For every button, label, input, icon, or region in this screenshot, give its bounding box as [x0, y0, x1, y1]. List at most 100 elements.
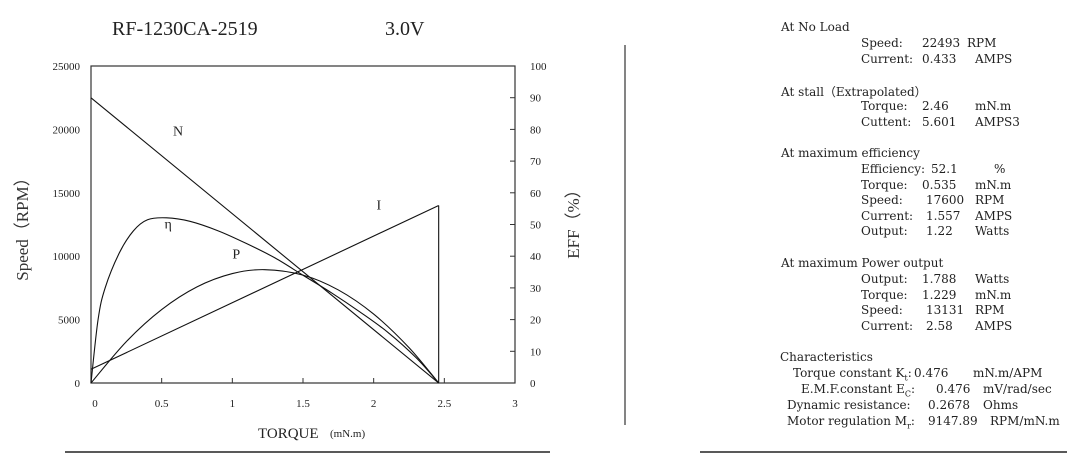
- spec-unit: RPM/mN.m: [990, 414, 1060, 428]
- spec-value: 52.1: [931, 162, 958, 176]
- x-tick-label: 1: [230, 398, 236, 410]
- series-label: I: [376, 198, 381, 213]
- spec-label: Output:: [861, 272, 908, 286]
- spec-value: 0.535: [922, 177, 957, 192]
- spec-label: Torque:: [861, 287, 908, 302]
- spec-unit: %: [994, 162, 1006, 176]
- y-right-axis-label: EFF（%）: [564, 181, 583, 258]
- section-heading: At maximum efficiency: [781, 146, 920, 160]
- y-left-axis-label: Speed（RPM）: [13, 169, 32, 280]
- spec-label: Speed:: [861, 36, 903, 50]
- spec-label: Cuttent:: [861, 114, 912, 129]
- spec-unit: AMPS3: [975, 114, 1020, 129]
- spec-label-subscript: C: [904, 389, 912, 399]
- spec-unit: mN.m: [975, 99, 1012, 113]
- spec-label: Motor regulation Mr:: [787, 414, 915, 430]
- y-right-tick-label: 60: [530, 188, 542, 200]
- y-right-tick-label: 80: [530, 124, 542, 136]
- spec-label: Current:: [861, 208, 914, 223]
- spec-label-subscript: r: [907, 421, 911, 431]
- spec-label-text: E.M.F.constant E: [801, 382, 905, 396]
- series-label: P: [232, 248, 240, 263]
- spec-unit: RPM: [975, 193, 1005, 207]
- y-left-tick-label: 20000: [53, 124, 81, 136]
- section-heading: At stall（Extrapolated）: [781, 85, 927, 99]
- spec-label: Current:: [861, 51, 914, 66]
- spec-unit: Watts: [975, 224, 1010, 238]
- spec-value: 0.2678: [928, 398, 970, 412]
- spec-unit: AMPS: [975, 51, 1013, 66]
- spec-label-text: Torque constant K: [793, 366, 905, 380]
- y-right-tick-label: 0: [530, 378, 536, 390]
- spec-value: 1.788: [922, 272, 957, 286]
- spec-label-colon: :: [907, 366, 912, 380]
- x-tick-label: 2: [371, 398, 377, 410]
- spec-unit: AMPS: [975, 208, 1013, 223]
- y-right-tick-label: 90: [530, 93, 542, 105]
- spec-label: Efficiency:: [861, 162, 926, 176]
- spec-value: 0.476: [914, 366, 949, 380]
- y-right-tick-label: 70: [530, 156, 542, 168]
- y-left-tick-label: 25000: [53, 61, 81, 73]
- spec-label: Output:: [861, 224, 908, 238]
- spec-label-colon: :: [911, 382, 916, 396]
- spec-unit: Watts: [975, 272, 1010, 286]
- spec-label-colon: :: [910, 414, 915, 428]
- spec-value: 13131: [926, 303, 965, 317]
- spec-unit: mN.m/APM: [973, 366, 1043, 380]
- spec-label: Torque constant Kt:: [793, 366, 912, 382]
- spec-unit: AMPS: [975, 318, 1013, 333]
- x-tick-label: 3: [512, 398, 518, 410]
- section-heading: Characteristics: [780, 350, 873, 364]
- y-right-tick-label: 10: [530, 346, 542, 358]
- spec-value: 1.229: [922, 287, 957, 302]
- spec-label: Dynamic resistance:: [787, 398, 911, 412]
- series-eta-line: [90, 217, 440, 384]
- y-right-tick-label: 20: [530, 315, 542, 327]
- spec-label: Current:: [861, 318, 914, 333]
- spec-value: 0.433: [922, 51, 957, 66]
- y-left-tick-label: 10000: [53, 251, 81, 263]
- x-tick-label: 1.5: [296, 398, 310, 410]
- plot-frame: [90, 65, 516, 384]
- y-left-tick-label: 5000: [58, 315, 81, 327]
- spec-label: E.M.F.constant EC:: [801, 382, 915, 398]
- spec-label: Speed:: [861, 193, 903, 207]
- chart-voltage: 3.0V: [385, 18, 425, 40]
- y-left-tick-label: 15000: [53, 188, 81, 200]
- spec-value: 17600: [926, 193, 965, 207]
- y-left-tick-label: 0: [75, 378, 81, 390]
- spec-value: 2.58: [926, 318, 953, 333]
- spec-unit: Ohms: [983, 398, 1019, 412]
- spec-value: 2.46: [922, 99, 949, 113]
- section-heading: At maximum Power output: [781, 256, 944, 270]
- series-i-line: [90, 204, 439, 370]
- y-right-tick-label: 40: [530, 251, 542, 263]
- x-axis-label: TORQUE: [258, 426, 319, 442]
- spec-unit: mN.m: [975, 177, 1012, 192]
- series-n-line: [90, 97, 440, 384]
- spec-unit: RPM: [967, 36, 997, 50]
- spec-unit: mV/rad/sec: [983, 382, 1052, 396]
- spec-label: Speed:: [861, 303, 903, 317]
- spec-value: 0.476: [936, 382, 971, 396]
- spec-value: 1.22: [926, 224, 953, 238]
- series-label: η: [164, 217, 171, 232]
- spec-unit: RPM: [975, 303, 1005, 317]
- spec-label-text: Motor regulation M: [787, 414, 908, 428]
- y-right-tick-label: 50: [530, 220, 542, 232]
- series-label: N: [173, 125, 183, 140]
- x-axis-unit: (mN.m): [330, 428, 365, 440]
- section-heading: At No Load: [781, 20, 850, 34]
- spec-label-text: Dynamic resistance:: [787, 398, 911, 412]
- spec-label-subscript: t: [904, 373, 908, 383]
- spec-value: 22493: [922, 36, 961, 50]
- spec-label: Torque:: [861, 99, 908, 113]
- x-tick-label: 2.5: [437, 398, 451, 410]
- series-p-line: [90, 269, 440, 384]
- x-tick-label: 0.5: [155, 398, 169, 410]
- chart-title: RF-1230CA-2519: [112, 18, 258, 40]
- spec-unit: mN.m: [975, 287, 1012, 302]
- spec-label: Torque:: [861, 177, 908, 192]
